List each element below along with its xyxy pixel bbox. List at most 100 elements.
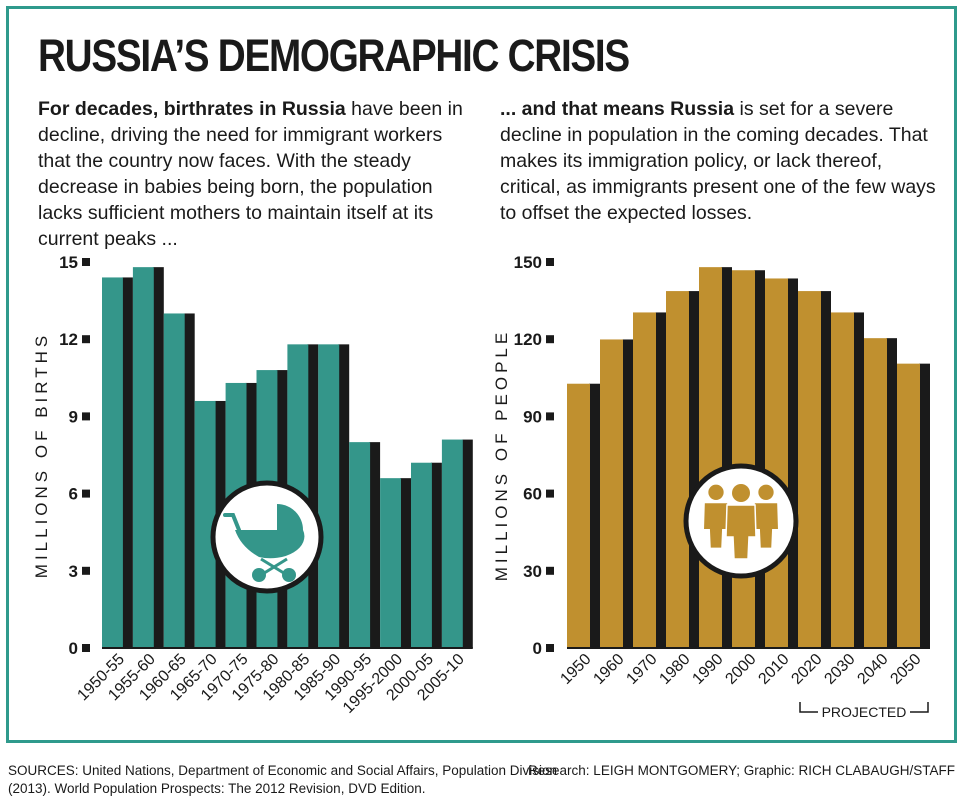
bar bbox=[411, 462, 432, 648]
bar bbox=[798, 291, 821, 648]
y-tick-label: 12 bbox=[59, 330, 78, 349]
y-tick-label: 0 bbox=[69, 639, 78, 658]
y-tick-mark bbox=[82, 644, 90, 652]
person-head bbox=[732, 484, 750, 502]
charts-canvas: MILLIONS OF BIRTHS036912151950-551955-60… bbox=[32, 253, 930, 720]
bar-shadow bbox=[721, 267, 732, 648]
footer-credits: Research: LEIGH MONTGOMERY; Graphic: RIC… bbox=[528, 763, 955, 778]
bar bbox=[699, 267, 722, 648]
bar-shadow bbox=[152, 267, 164, 648]
bar-shadow bbox=[622, 339, 633, 648]
bar-shadow bbox=[886, 338, 897, 648]
x-tick-label: 2000 bbox=[722, 651, 759, 688]
bar bbox=[441, 439, 463, 648]
bar bbox=[102, 277, 123, 648]
intro-right-lead: ... and that means Russia bbox=[500, 98, 735, 120]
carriage-wheel bbox=[282, 568, 296, 582]
x-tick-label: 2010 bbox=[755, 651, 792, 688]
intro-left-lead: For decades, birthrates in Russia bbox=[38, 98, 346, 120]
y-tick-mark bbox=[546, 644, 554, 652]
bar bbox=[633, 312, 656, 648]
y-tick-label: 150 bbox=[514, 253, 542, 272]
x-tick-label: 1970 bbox=[623, 651, 660, 688]
bar bbox=[567, 383, 590, 648]
people-group-icon bbox=[683, 463, 799, 579]
x-tick-label: 2020 bbox=[788, 651, 825, 688]
bar bbox=[765, 278, 788, 648]
y-tick-label: 3 bbox=[69, 562, 78, 581]
bar bbox=[349, 442, 371, 648]
bar-shadow bbox=[307, 344, 319, 648]
intro-left-text: have been in decline, driving the need f… bbox=[38, 98, 463, 250]
bar-shadow bbox=[754, 270, 765, 648]
y-tick-label: 120 bbox=[514, 330, 542, 349]
carriage-hood bbox=[277, 504, 303, 530]
x-tick-label: 1980 bbox=[656, 651, 693, 688]
bar bbox=[897, 363, 920, 648]
bar-shadow bbox=[820, 291, 831, 648]
population-chart: MILLIONS OF PEOPLE0306090120150195019601… bbox=[492, 253, 930, 720]
bar-shadow bbox=[338, 344, 350, 648]
x-tick-label: 1950 bbox=[557, 651, 594, 688]
bar-shadow bbox=[853, 312, 864, 648]
y-tick-mark bbox=[546, 258, 554, 266]
person-body bbox=[725, 504, 757, 560]
baby-carriage-icon bbox=[210, 480, 324, 594]
intro-right-paragraph: ... and that means Russia is set for a s… bbox=[500, 96, 940, 226]
y-tick-label: 9 bbox=[69, 407, 78, 426]
baseline bbox=[567, 647, 930, 649]
bar bbox=[132, 267, 154, 648]
bar-shadow bbox=[461, 439, 473, 648]
births-chart: MILLIONS OF BIRTHS036912151950-551955-60… bbox=[32, 253, 473, 717]
bar bbox=[864, 338, 887, 648]
y-tick-mark bbox=[82, 335, 90, 344]
intro-right-text: is set for a severe decline in populatio… bbox=[500, 98, 936, 224]
y-tick-mark bbox=[82, 412, 90, 421]
bar bbox=[831, 312, 854, 648]
x-tick-label: 2040 bbox=[854, 651, 891, 688]
bar-shadow bbox=[183, 313, 195, 648]
y-tick-label: 60 bbox=[523, 485, 542, 504]
carriage-wheel bbox=[252, 568, 266, 582]
bar bbox=[318, 344, 340, 648]
carriage-handle bbox=[223, 513, 241, 532]
y-tick-label: 15 bbox=[59, 253, 78, 272]
y-tick-mark bbox=[546, 489, 554, 498]
y-tick-mark bbox=[546, 412, 554, 421]
y-tick-label: 30 bbox=[523, 562, 542, 581]
bar bbox=[163, 313, 185, 648]
bar bbox=[666, 291, 689, 648]
y-tick-mark bbox=[546, 335, 554, 344]
y-tick-mark bbox=[82, 258, 90, 266]
bar bbox=[380, 478, 401, 648]
footer-sources: SOURCES: United Nations, Department of E… bbox=[8, 763, 558, 796]
y-tick-label: 0 bbox=[533, 639, 542, 658]
baseline bbox=[102, 647, 473, 649]
projected-label: PROJECTED bbox=[822, 704, 907, 720]
bar bbox=[732, 270, 755, 648]
projected-bracket bbox=[799, 702, 929, 713]
bar-shadow bbox=[655, 312, 666, 648]
bar-shadow bbox=[400, 478, 411, 648]
bar-shadow bbox=[787, 278, 798, 648]
carriage-body bbox=[235, 530, 305, 559]
x-tick-label: 2050 bbox=[887, 651, 924, 688]
bar bbox=[600, 339, 623, 648]
x-tick-label: 1960 bbox=[590, 651, 627, 688]
y-tick-label: 90 bbox=[523, 407, 542, 426]
intro-left-paragraph: For decades, birthrates in Russia have b… bbox=[38, 96, 478, 252]
y-tick-mark bbox=[82, 489, 90, 498]
person-head bbox=[758, 484, 774, 500]
bar-shadow bbox=[688, 291, 699, 648]
bar-shadow bbox=[589, 383, 600, 648]
page-title: RUSSIA’S DEMOGRAPHIC CRISIS bbox=[38, 30, 630, 81]
bar bbox=[194, 400, 216, 648]
y-tick-mark bbox=[546, 566, 554, 575]
bar-shadow bbox=[121, 277, 133, 648]
person-head bbox=[708, 484, 724, 500]
bar-shadow bbox=[919, 363, 930, 648]
x-tick-label: 2030 bbox=[821, 651, 858, 688]
bar-shadow bbox=[430, 462, 442, 648]
y-tick-label: 6 bbox=[69, 485, 78, 504]
y-tick-mark bbox=[82, 566, 90, 575]
